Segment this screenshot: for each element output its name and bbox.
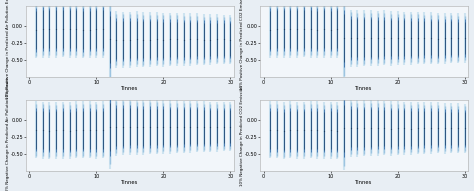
X-axis label: Tinnes: Tinnes	[121, 86, 138, 91]
Y-axis label: 10% Positive Change in Predicted Air Pollution Exposure: 10% Positive Change in Predicted Air Pol…	[6, 0, 9, 99]
X-axis label: Tinnes: Tinnes	[356, 86, 373, 91]
Y-axis label: 10% Positive Change in Predicted CO2 Emission: 10% Positive Change in Predicted CO2 Emi…	[240, 0, 244, 90]
X-axis label: Tinnes: Tinnes	[121, 180, 138, 185]
X-axis label: Tinnes: Tinnes	[356, 180, 373, 185]
Y-axis label: 10% Negative Change in Predicted CO2 Emission: 10% Negative Change in Predicted CO2 Emi…	[240, 85, 244, 186]
Y-axis label: 10% Negative Change in Predicted Air Pollution Exposure: 10% Negative Change in Predicted Air Pol…	[6, 77, 9, 191]
